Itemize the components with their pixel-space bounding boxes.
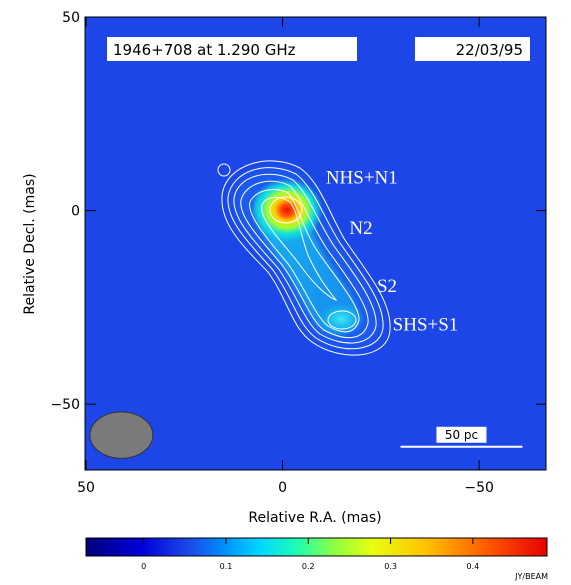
x-tick-label: −50: [464, 480, 494, 496]
beam-ellipse: [89, 411, 154, 459]
component-label-shs-s1: SHS+S1: [393, 315, 459, 336]
x-tick-label: 50: [77, 480, 95, 496]
y-tick-label: 0: [71, 204, 80, 220]
colorbar-tick-label: 0.1: [220, 562, 233, 571]
y-tick-label: 50: [62, 10, 80, 26]
scale-bar-label: 50 pc: [445, 428, 478, 442]
y-axis-label: Relative Decl. (mas): [22, 173, 38, 314]
component-label-n2: N2: [349, 218, 372, 239]
colorbar: [85, 537, 548, 557]
colorbar-tick-label: 0: [141, 562, 146, 571]
observation-date: 22/03/95: [456, 41, 523, 59]
title-box: [107, 37, 357, 61]
date-box: [415, 37, 530, 61]
component-label-nhs-n1: NHS+N1: [326, 167, 398, 188]
x-axis-label: Relative R.A. (mas): [248, 510, 381, 526]
colorbar-unit: JY/BEAM: [514, 572, 548, 581]
chart-title: 1946+708 at 1.290 GHz: [113, 41, 296, 59]
colorbar-tick-label: 0.4: [467, 562, 480, 571]
colorbar-tick-label: 0.2: [302, 562, 315, 571]
y-tick-label: −50: [50, 397, 80, 413]
contour-lines: [217, 160, 391, 356]
colorbar-tick-label: 0.3: [384, 562, 397, 571]
scale-bar-label-box: [436, 426, 487, 443]
x-tick-label: 0: [278, 480, 287, 496]
component-label-s2: S2: [377, 276, 397, 297]
